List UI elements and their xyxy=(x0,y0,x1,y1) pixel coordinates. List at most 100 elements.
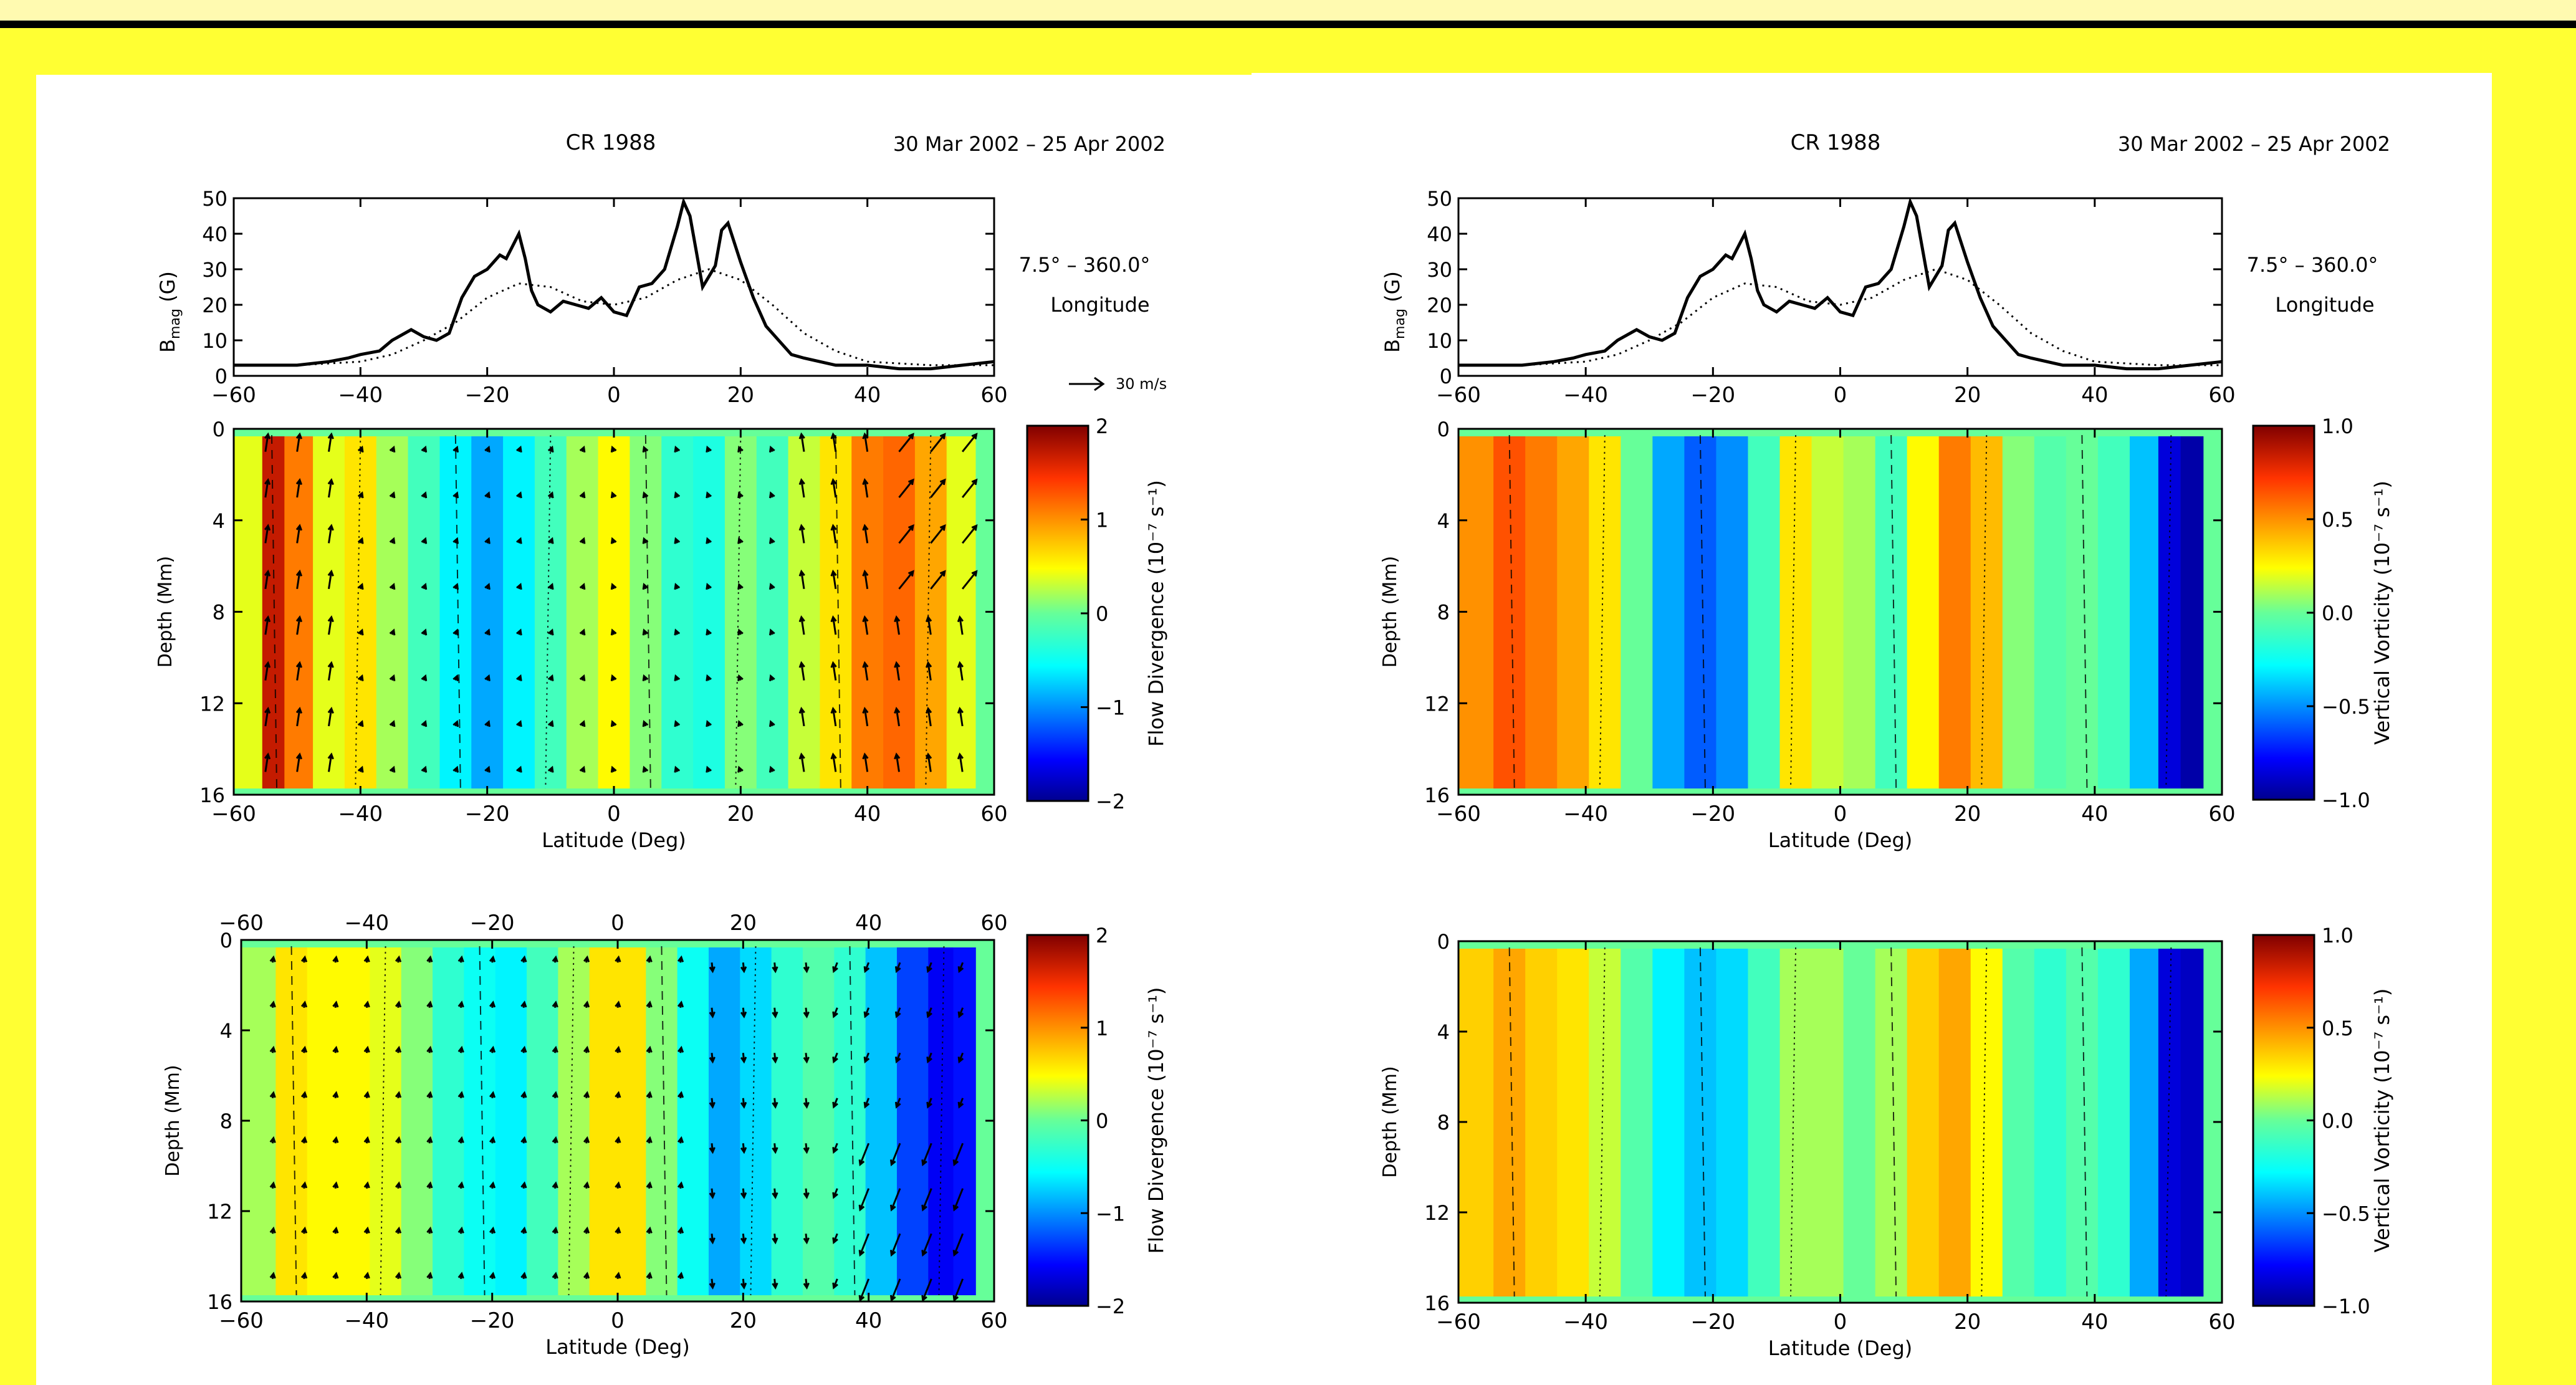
vorticity-top-ytick-label: 0 xyxy=(1437,418,1450,441)
vorticity-bottom-cell xyxy=(1779,949,1812,1296)
vorticity-bottom-xtick-label: −40 xyxy=(1563,1310,1608,1335)
divergence-top-vector-head xyxy=(706,583,712,590)
divergence-top-cell xyxy=(534,436,567,788)
right-lon-label: Longitude xyxy=(2275,293,2374,317)
vorticity-top-heatmap xyxy=(1458,429,2222,795)
divergence-top-vector-head xyxy=(768,765,775,773)
divergence-top-vector xyxy=(832,616,837,635)
right-lon-range: 7.5° – 360.0° xyxy=(2247,253,2378,277)
divergence-top-vector xyxy=(927,616,932,635)
divergence-bottom-xtick-label-top: 20 xyxy=(730,911,757,936)
divergence-top-vector xyxy=(832,525,837,544)
divergence-bottom-vector-head xyxy=(332,1272,339,1279)
divergence-bottom-vector-head xyxy=(332,1091,339,1098)
divergence-bottom-vector-head xyxy=(552,955,558,962)
divergence-bottom-vector-head xyxy=(615,1091,621,1098)
divergence-bottom-vector xyxy=(859,1233,870,1255)
bmag-right-xtick-label: 0 xyxy=(1834,383,1847,408)
vorticity-top-ytick-label: 16 xyxy=(1424,784,1450,807)
divergence-top-vector xyxy=(895,754,900,772)
divergence-top-vector xyxy=(296,663,301,681)
divergence-bottom-colorbar-tick-label: 2 xyxy=(1096,924,1108,947)
bmag-right-ylabel: Bmag (G) xyxy=(1381,271,1408,353)
divergence-top-vector-head xyxy=(925,706,932,714)
divergence-top-vector-head xyxy=(737,583,744,590)
divergence-top-vector-head xyxy=(642,537,649,544)
divergence-top-vector-head xyxy=(327,477,334,486)
divergence-top-vector-head xyxy=(642,765,649,773)
divergence-bottom-xtick-label: 60 xyxy=(980,1308,1007,1333)
divergence-bottom-vector xyxy=(953,1143,964,1165)
divergence-bottom-vector-head xyxy=(426,1091,433,1098)
divergence-top-vector xyxy=(296,708,301,727)
bmag-left-series-dotted xyxy=(234,268,994,367)
divergence-top-vector xyxy=(927,663,932,681)
divergence-top-vector xyxy=(895,616,900,635)
divergence-top-vector-head xyxy=(830,615,837,623)
divergence-top-colorbar-tick-label: −2 xyxy=(1096,790,1125,813)
divergence-top-vector-head xyxy=(295,706,303,714)
divergence-bottom-vector-head xyxy=(863,1101,870,1109)
divergence-top-vector xyxy=(328,434,333,452)
divergence-top-vector-head xyxy=(452,720,459,727)
divergence-bottom-vector-head xyxy=(709,1101,716,1109)
vorticity-top-cell xyxy=(1938,436,1971,788)
divergence-bottom-vector-head xyxy=(677,1136,684,1143)
divergence-top-vector-head xyxy=(706,674,712,681)
divergence-top-vector-head xyxy=(674,583,681,590)
divergence-top-vector-head xyxy=(798,569,805,577)
vorticity-bottom-cell xyxy=(1684,949,1717,1296)
divergence-bottom-vector-head xyxy=(803,1192,810,1199)
divergence-bottom-vector-head xyxy=(677,1091,684,1098)
divergence-top-vector-head xyxy=(357,537,364,544)
divergence-bottom-vector-head xyxy=(363,955,370,962)
divergence-bottom-vector-head xyxy=(709,1192,716,1199)
divergence-top-cell xyxy=(471,436,504,788)
divergence-top-cell xyxy=(883,436,916,788)
divergence-top-vector-head xyxy=(421,491,428,499)
divergence-top-colorbar-tick-label: 0 xyxy=(1096,602,1108,626)
bmag-left-ytick-label: 0 xyxy=(215,365,227,388)
bmag-left-frame xyxy=(232,197,995,377)
divergence-bottom-vector-head xyxy=(426,955,433,962)
divergence-top-xtick-label: 40 xyxy=(854,802,881,827)
divergence-top-vector-head xyxy=(925,661,932,668)
divergence-top-vector xyxy=(863,434,869,452)
divergence-bottom-vector-head xyxy=(772,1101,778,1109)
vorticity-bottom-cell xyxy=(1589,949,1622,1296)
divergence-bottom-cell xyxy=(771,947,803,1295)
divergence-bottom-vector-head xyxy=(457,1272,464,1279)
divergence-top-vector-head xyxy=(674,765,681,773)
divergence-top-vector xyxy=(328,479,333,498)
divergence-bottom-vector-head xyxy=(926,1101,932,1109)
divergence-top-cell xyxy=(408,436,441,788)
divergence-bottom-colorbar-tick-label: 1 xyxy=(1096,1017,1108,1040)
divergence-top-vector xyxy=(264,479,269,498)
divergence-bottom-vector-head xyxy=(269,1226,276,1234)
divergence-bottom-vector-head xyxy=(552,1045,558,1053)
vorticity-top-colorbar-label: Vertical Vorticity (10⁻⁷ s⁻¹) xyxy=(2370,481,2394,745)
divergence-top-vector-head xyxy=(674,674,681,681)
vorticity-bottom-xtick-label: −20 xyxy=(1690,1310,1735,1335)
vorticity-bottom-ylabel: Depth (Mm) xyxy=(1379,1066,1401,1177)
divergence-top-ytick-label: 8 xyxy=(213,601,225,625)
divergence-top-vector-head xyxy=(768,445,775,453)
vorticity-bottom-ytick-label: 4 xyxy=(1437,1020,1450,1044)
divergence-bottom-vector-head xyxy=(426,1136,433,1143)
divergence-bottom-vectors xyxy=(269,955,964,1301)
divergence-top-vector-head xyxy=(579,720,586,727)
divergence-top-vector-head xyxy=(706,445,712,453)
left-date-range: 30 Mar 2002 – 25 Apr 2002 xyxy=(893,132,1166,156)
divergence-top-vector-head xyxy=(264,477,271,486)
divergence-top-ytick-label: 0 xyxy=(213,418,225,441)
vorticity-bottom-contour xyxy=(1790,947,1797,1297)
divergence-top-vector xyxy=(863,525,869,544)
divergence-bottom-vector-head xyxy=(552,1091,558,1098)
divergence-top-cell xyxy=(344,436,377,788)
divergence-top-vector-head xyxy=(830,661,837,668)
divergence-top-vector-head xyxy=(957,706,964,714)
divergence-bottom-vector-head xyxy=(395,1272,402,1279)
divergence-bottom-vector-head xyxy=(858,1159,865,1167)
divergence-top-vector-head xyxy=(737,674,744,681)
divergence-top-vector-head xyxy=(737,445,744,453)
